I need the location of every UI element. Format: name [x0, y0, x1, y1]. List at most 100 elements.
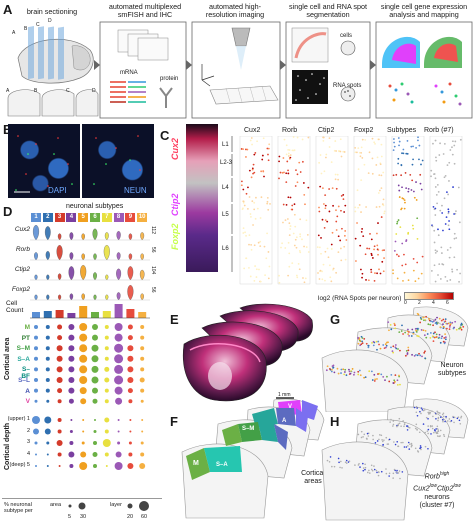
subtype-cell — [434, 336, 437, 339]
cluster-cell — [393, 468, 396, 471]
section-letter-d2: D — [92, 88, 96, 94]
cell-dot — [288, 157, 291, 160]
cell-dot — [253, 171, 256, 174]
cell-dot — [338, 150, 340, 153]
cell-dot — [301, 138, 304, 141]
cell-dot — [383, 249, 385, 252]
cluster-cell — [416, 428, 418, 431]
cell-dot — [294, 185, 297, 187]
subtype-cell — [439, 341, 442, 344]
area-dot-3-2 — [45, 346, 50, 351]
cluster-cell — [441, 418, 444, 421]
cell-dot — [453, 213, 455, 215]
subtype-cell — [447, 322, 450, 325]
area-dot-6-5 — [79, 376, 88, 384]
gene-label-ctip2: Ctip2 — [170, 193, 180, 217]
col-title-rorb7: Rorb (#7) — [424, 127, 454, 134]
cluster-cell — [381, 439, 383, 441]
cell-dot — [434, 249, 437, 252]
violin-ctip2-8 — [116, 268, 122, 281]
subtype-box-8: 8 — [113, 213, 124, 222]
col-title-ctip2: Ctip2 — [318, 127, 335, 134]
cell-count-bar-2 — [43, 311, 52, 318]
cluster-cell — [402, 441, 404, 444]
gene-max-ctip2: 104 — [150, 266, 156, 275]
area-dot-1-3 — [57, 324, 63, 330]
cell-dot — [432, 142, 434, 145]
cell-dot — [452, 186, 454, 188]
cell-dot — [375, 206, 378, 208]
cell-dot — [332, 204, 334, 207]
subtype-cell — [361, 340, 363, 343]
subtype-cell — [377, 340, 380, 343]
caption-rorb: Rorb — [424, 473, 440, 481]
subtype-cell — [429, 332, 432, 334]
cell-dot — [343, 234, 346, 237]
cluster-cell — [339, 466, 341, 469]
violin-ctip2-4 — [68, 266, 75, 281]
subtype-cell — [392, 382, 395, 384]
cell-dot — [321, 187, 324, 190]
cell-dot — [285, 181, 288, 183]
cell-dot — [404, 172, 407, 174]
cluster-cell — [435, 417, 437, 420]
cell-dot — [434, 214, 437, 216]
cell-dot — [328, 146, 331, 148]
violin-rorb-1 — [34, 252, 38, 261]
subtype-box-10: 10 — [137, 213, 148, 222]
cell-dot — [253, 244, 256, 247]
cluster-cell — [416, 407, 418, 409]
cell-dot — [442, 229, 444, 232]
depth-dot-5-6 — [93, 464, 97, 468]
cell-dot — [339, 239, 342, 242]
subtype-cell — [383, 347, 386, 350]
cell-dot — [240, 180, 243, 183]
subtype-cell — [448, 325, 451, 328]
cell-dot — [376, 244, 379, 247]
layer-brackets — [231, 136, 233, 272]
cell-dot — [393, 145, 396, 148]
cell-count-bar-3 — [55, 310, 64, 318]
subtype-box-3: 3 — [54, 213, 65, 222]
cell-dot — [337, 251, 340, 254]
cell-dot — [289, 196, 292, 199]
cell-dot — [371, 157, 374, 160]
cluster-cell — [331, 465, 333, 468]
cell-dot — [412, 269, 415, 272]
cell-dot — [437, 190, 440, 193]
gene-label-cux2: Cux2 — [170, 137, 180, 160]
cell-dot — [284, 219, 287, 222]
area-dot-4-2 — [45, 356, 50, 361]
depth-dot-3-4 — [69, 441, 74, 445]
cell-dot — [436, 250, 439, 253]
cluster-cell — [435, 428, 437, 430]
area-dot-2-4 — [68, 334, 75, 341]
cell-dot — [392, 269, 394, 271]
cluster-cell — [415, 423, 418, 426]
violin-rorb-2 — [45, 251, 50, 261]
violin-cux2-9 — [128, 233, 133, 241]
cell-dot — [287, 155, 290, 157]
cell-dot — [354, 151, 357, 154]
cell-dot — [393, 249, 396, 252]
cell-dot — [334, 178, 337, 181]
cell-dot — [453, 256, 456, 259]
subtype-cell — [451, 321, 454, 324]
cell-count-label: Cell Count — [6, 300, 24, 314]
cell-dot — [341, 227, 343, 230]
cell-dot — [382, 270, 385, 273]
cell-dot — [266, 147, 269, 150]
cell-dot — [447, 224, 450, 227]
subtype-cell — [406, 353, 409, 356]
cluster-cell — [357, 433, 360, 436]
cluster-cell — [372, 438, 374, 441]
subtype-cell — [361, 342, 364, 345]
caption-ctip2: Ctip2 — [437, 485, 454, 493]
cell-dot — [397, 157, 400, 160]
cell-dot — [364, 253, 367, 256]
subtype-cell — [382, 344, 385, 346]
violin-ctip2-6 — [93, 272, 97, 281]
cell-dot — [266, 197, 269, 199]
depth-dot-4-4 — [68, 451, 75, 458]
cell-dot — [279, 171, 282, 174]
